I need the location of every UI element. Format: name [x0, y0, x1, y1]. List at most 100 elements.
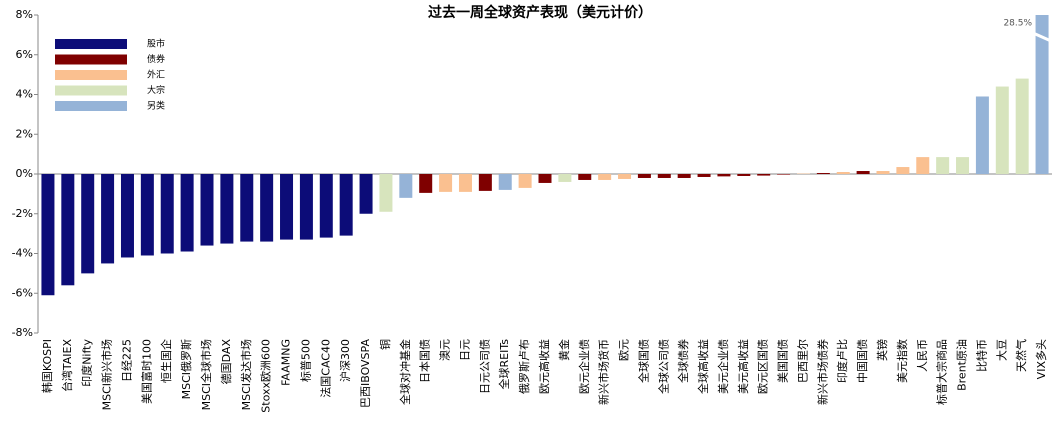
y-tick-label: 4% — [16, 88, 33, 101]
x-tick-label: 印度Nifty — [80, 339, 94, 387]
bar — [260, 174, 274, 242]
x-tick-label: 全球债券 — [676, 339, 690, 383]
bar — [101, 174, 115, 264]
x-tick-label: 天然气 — [1014, 339, 1028, 372]
x-tick-label: 比特币 — [974, 339, 988, 372]
bar — [41, 174, 55, 296]
x-tick-label: 俄罗斯卢布 — [518, 339, 531, 394]
x-tick-label: 全球REITs — [497, 339, 511, 390]
x-tick-label: VIX多头 — [1034, 339, 1048, 379]
x-tick-label: 新兴市场货币 — [597, 339, 611, 405]
bar — [518, 174, 532, 188]
bar — [61, 174, 75, 286]
bar — [697, 174, 711, 177]
legend-label: 另类 — [147, 100, 165, 112]
bar — [1035, 15, 1049, 174]
x-tick-label: 标普大宗商品 — [935, 339, 949, 405]
bar — [995, 86, 1009, 174]
bar — [299, 174, 313, 240]
bar — [200, 174, 214, 246]
bar — [339, 174, 353, 236]
x-tick-label: 黄金 — [557, 339, 571, 361]
bar — [419, 174, 433, 193]
chart-title: 过去一周全球资产表现（美元计价） — [428, 4, 652, 21]
x-tick-label: 人民币 — [916, 339, 929, 372]
x-tick-label: 澳元 — [439, 339, 452, 361]
legend-swatch — [55, 70, 127, 80]
x-tick-label: MSCI俄罗斯 — [180, 339, 193, 399]
x-tick-label: 巴西里尔 — [796, 339, 809, 383]
x-tick-label: 大豆 — [994, 339, 1008, 361]
legend-swatch — [55, 85, 127, 96]
bar — [777, 174, 791, 175]
y-tick-label: 8% — [16, 8, 33, 21]
x-tick-label: 日经225 — [120, 339, 133, 382]
y-tick-label: -4% — [12, 247, 33, 260]
bar — [498, 174, 512, 190]
bar — [737, 174, 751, 176]
x-tick-label: 美国国债 — [776, 339, 790, 383]
bar — [240, 174, 254, 242]
y-tick-label: 6% — [16, 48, 33, 61]
y-tick-label: -2% — [12, 207, 33, 220]
bar — [220, 174, 234, 244]
bar — [916, 157, 930, 174]
x-tick-label: 全球高收益 — [696, 339, 710, 394]
legend-label: 大宗 — [147, 84, 165, 96]
bar — [140, 174, 154, 256]
bar — [180, 174, 194, 252]
x-tick-label: 日元公司债 — [477, 339, 491, 394]
bar — [558, 174, 572, 182]
bar — [578, 174, 592, 180]
x-tick-label: 美元指数 — [895, 339, 909, 383]
x-tick-label: 台湾TAIEX — [60, 339, 74, 393]
x-tick-label: 德国DAX — [219, 339, 233, 385]
bar — [836, 172, 850, 174]
y-tick-label: -6% — [12, 286, 33, 299]
x-tick-label: 英镑 — [875, 339, 889, 361]
bar — [319, 174, 333, 238]
bar — [956, 157, 970, 174]
value-label: 28.5% — [1003, 19, 1032, 29]
bar — [439, 174, 453, 192]
y-tick-label: -8% — [12, 326, 33, 339]
bar — [379, 174, 393, 212]
bar — [637, 174, 651, 178]
bar — [896, 167, 910, 174]
legend-swatch — [55, 54, 127, 65]
x-tick-label: 标普500 — [298, 339, 312, 382]
x-tick-label: 美国富时100 — [139, 339, 153, 404]
x-tick-label: 印度卢比 — [835, 339, 849, 383]
x-tick-label: 铜 — [378, 339, 392, 350]
legend-label: 债券 — [147, 53, 165, 65]
bar — [160, 174, 174, 254]
legend-label: 股市 — [147, 38, 165, 50]
bar — [856, 171, 870, 174]
x-tick-label: 法国CAC40 — [318, 339, 332, 398]
x-tick-label: 巴西IBOVSPA — [359, 339, 372, 408]
x-tick-label: 日本国债 — [418, 339, 432, 383]
x-tick-label: 全球公司债 — [656, 339, 670, 394]
legend-swatch — [55, 39, 127, 49]
x-tick-label: 欧元高收益 — [537, 339, 551, 394]
x-tick-label: 沪深300 — [338, 339, 352, 382]
x-tick-label: 全球国债 — [636, 339, 650, 383]
x-tick-label: Stoxx欧洲600 — [260, 339, 273, 413]
bar — [1015, 78, 1029, 174]
bar — [478, 174, 492, 191]
legend-label: 外汇 — [147, 69, 165, 81]
bar — [81, 174, 95, 274]
x-tick-label: MSCI发达市场 — [239, 339, 253, 410]
x-tick-label: 欧元企业债 — [577, 339, 591, 394]
x-tick-label: FAAMNG — [280, 339, 293, 386]
bar — [876, 171, 890, 174]
x-tick-label: 日元 — [458, 339, 471, 361]
x-tick-label: 美元高收益 — [736, 339, 750, 394]
x-tick-label: 欧元区国债 — [756, 339, 770, 394]
bar — [975, 96, 989, 174]
bar — [399, 174, 413, 198]
bar — [280, 174, 294, 240]
x-tick-label: MSCI全球市场 — [199, 339, 213, 410]
x-tick-label: 新兴市场债券 — [815, 339, 829, 405]
